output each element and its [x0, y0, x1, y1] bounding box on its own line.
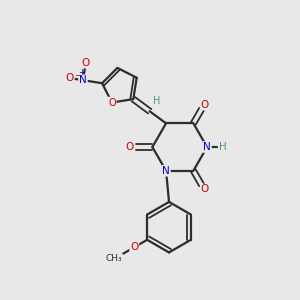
- Text: O: O: [65, 73, 74, 83]
- Text: O: O: [125, 142, 134, 152]
- Text: O: O: [108, 98, 116, 107]
- Text: +: +: [78, 68, 85, 77]
- Text: O: O: [130, 242, 138, 252]
- Text: O: O: [201, 100, 209, 110]
- Text: O: O: [201, 184, 209, 194]
- Text: CH₃: CH₃: [106, 254, 122, 263]
- Text: H: H: [219, 142, 226, 152]
- Text: O: O: [82, 58, 90, 68]
- Text: N: N: [162, 166, 170, 176]
- Text: N: N: [79, 75, 87, 85]
- Text: H: H: [153, 96, 161, 106]
- Text: −: −: [74, 70, 82, 80]
- Text: N: N: [203, 142, 211, 152]
